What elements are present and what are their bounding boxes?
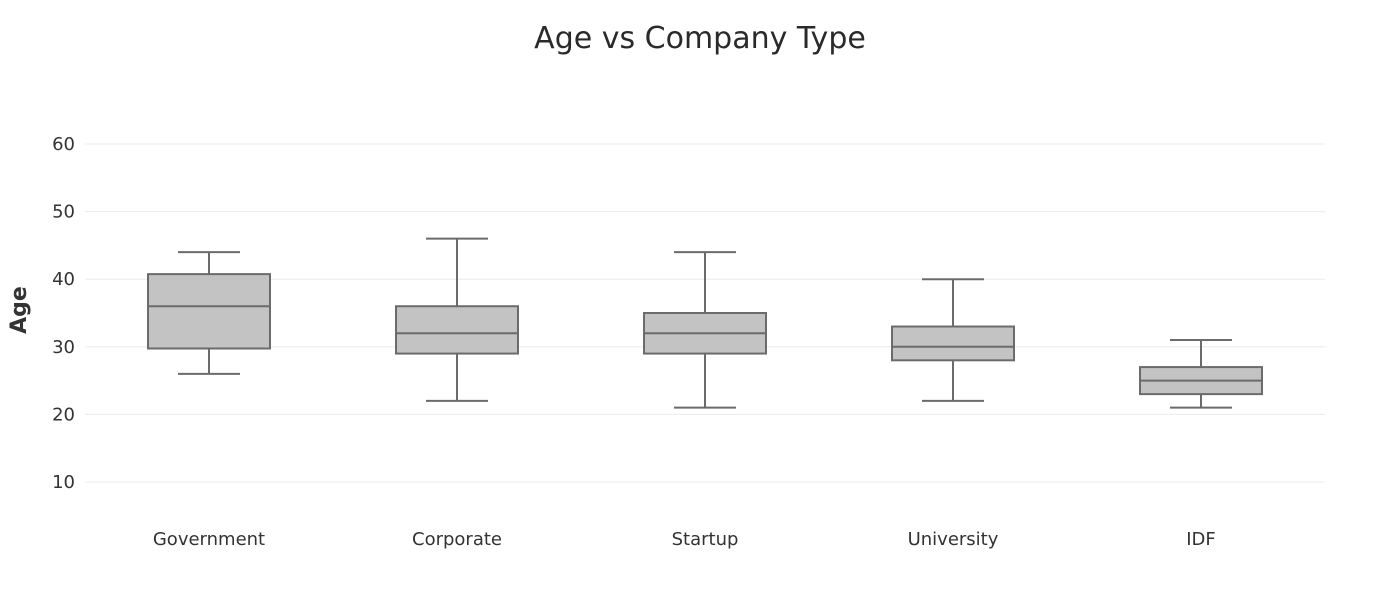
y-axis-title: Age bbox=[7, 286, 32, 334]
x-tick-label: University bbox=[908, 529, 999, 550]
x-tick-label: Corporate bbox=[412, 529, 502, 550]
y-tick-label: 20 bbox=[52, 404, 75, 425]
iqr-box bbox=[395, 305, 519, 355]
x-tick-label: Startup bbox=[672, 529, 739, 550]
x-tick-label: Government bbox=[153, 529, 265, 550]
iqr-box bbox=[147, 273, 271, 350]
box-government bbox=[147, 251, 271, 375]
box-idf bbox=[1139, 339, 1263, 409]
y-tick-label: 40 bbox=[52, 269, 75, 290]
iqr-box bbox=[891, 325, 1015, 362]
y-tick-label: 60 bbox=[52, 134, 75, 155]
box-university bbox=[891, 278, 1015, 402]
box-series bbox=[147, 237, 1263, 409]
x-axis-ticks: Government Corporate Startup University IDF bbox=[153, 529, 1216, 550]
y-tick-label: 50 bbox=[52, 202, 75, 223]
y-tick-label: 10 bbox=[52, 472, 75, 493]
x-tick-label: IDF bbox=[1186, 529, 1216, 550]
box-corporate bbox=[395, 237, 519, 402]
y-tick-label: 30 bbox=[52, 337, 75, 358]
box-startup bbox=[643, 251, 767, 409]
y-axis-ticks: 10 20 30 40 50 60 bbox=[52, 134, 75, 493]
chart-title: Age vs Company Type bbox=[534, 21, 866, 56]
